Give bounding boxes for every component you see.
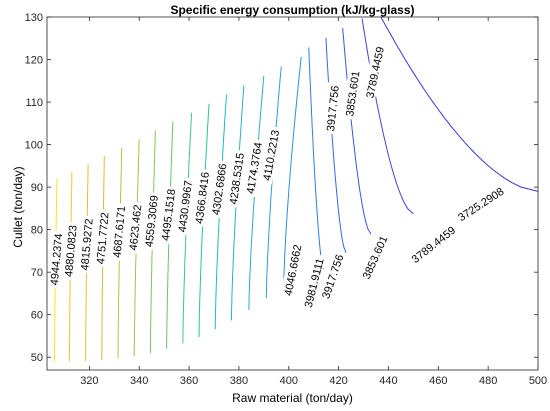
contour-label: 4880.0823 <box>60 221 80 280</box>
contour-label: 4366.8416 <box>191 168 212 227</box>
contour-label: 3853.601 <box>357 231 391 284</box>
y-tick-label: 50 <box>31 352 43 364</box>
x-tick-label: 340 <box>130 375 148 387</box>
axis-ticks: 320 340 360 380 400 420 440 460 480 500 50 60 70 80 90… <box>25 12 548 387</box>
y-tick-label: 130 <box>25 12 43 24</box>
contour-label-text: 4944.2374 <box>49 233 65 286</box>
contour-label-text: 4559.3069 <box>144 195 161 248</box>
y-tick-label: 110 <box>25 97 43 109</box>
contour-label: 4559.3069 <box>141 191 161 251</box>
x-tick-label: 360 <box>180 375 198 387</box>
x-tick-label: 400 <box>280 375 298 387</box>
contour-label: 4623.462 <box>125 201 145 254</box>
contour-label-text: 3789.4459 <box>410 225 458 266</box>
contour-label-text: 4623.462 <box>128 204 145 251</box>
y-tick-label: 120 <box>25 55 43 67</box>
contour-label-text: 4238.5315 <box>228 152 247 205</box>
contour-line <box>325 37 347 253</box>
contour-label: 4751.7722 <box>92 209 112 268</box>
contour-line <box>380 16 539 192</box>
contour-label-text: 3725.2908 <box>456 186 506 224</box>
contour-label: 4430.9967 <box>174 177 195 236</box>
x-tick-label: 480 <box>479 375 497 387</box>
contour-label-text: 4880.0823 <box>63 225 79 278</box>
contour-lines <box>54 16 539 362</box>
x-tick-label: 460 <box>429 375 447 387</box>
y-tick-label: 70 <box>31 267 43 279</box>
contour-label: 3789.4459 <box>361 42 387 102</box>
contour-label-text: 4302.6866 <box>210 163 229 216</box>
y-tick-label: 100 <box>25 140 43 152</box>
contour-label: 4495.1518 <box>157 185 178 244</box>
y-tick-label: 80 <box>31 225 43 237</box>
axes-frame <box>46 16 539 371</box>
x-tick-label: 420 <box>329 375 347 387</box>
contour-label: 3917.756 <box>322 82 342 135</box>
x-tick-label: 440 <box>379 375 397 387</box>
contour-label-text: 3917.756 <box>325 85 342 132</box>
contour-label: 4238.5315 <box>225 149 247 208</box>
contour-label-text: 4687.6171 <box>112 205 128 258</box>
x-tick-label: 320 <box>80 375 98 387</box>
contour-label: 4944.2374 <box>46 230 65 289</box>
contour-line <box>361 18 414 215</box>
contour-label: 4302.6866 <box>208 159 230 219</box>
contour-label-text: 3853.601 <box>361 234 391 281</box>
contour-label-text: 4815.9272 <box>79 218 95 271</box>
contour-label: 3853.601 <box>341 67 362 120</box>
contour-line <box>283 56 302 285</box>
y-tick-label: 60 <box>31 310 43 322</box>
y-tick-label: 90 <box>31 182 43 194</box>
x-tick-label: 380 <box>230 375 248 387</box>
chart-title: Specific energy consumption (kJ/kg-glass… <box>170 3 415 17</box>
x-axis-label: Raw material (ton/day) <box>232 391 353 405</box>
contour-label: 4815.9272 <box>76 215 96 274</box>
contour-line <box>342 28 372 235</box>
contour-label: 3725.2908 <box>452 182 508 225</box>
contour-label-text: 4751.7722 <box>95 212 111 265</box>
contour-label: 4687.6171 <box>109 202 128 261</box>
contour-label: 3789.4459 <box>406 221 460 267</box>
y-axis-label: Cullet (ton/day) <box>11 166 25 248</box>
contour-line <box>308 47 325 270</box>
x-tick-label: 500 <box>529 375 547 387</box>
